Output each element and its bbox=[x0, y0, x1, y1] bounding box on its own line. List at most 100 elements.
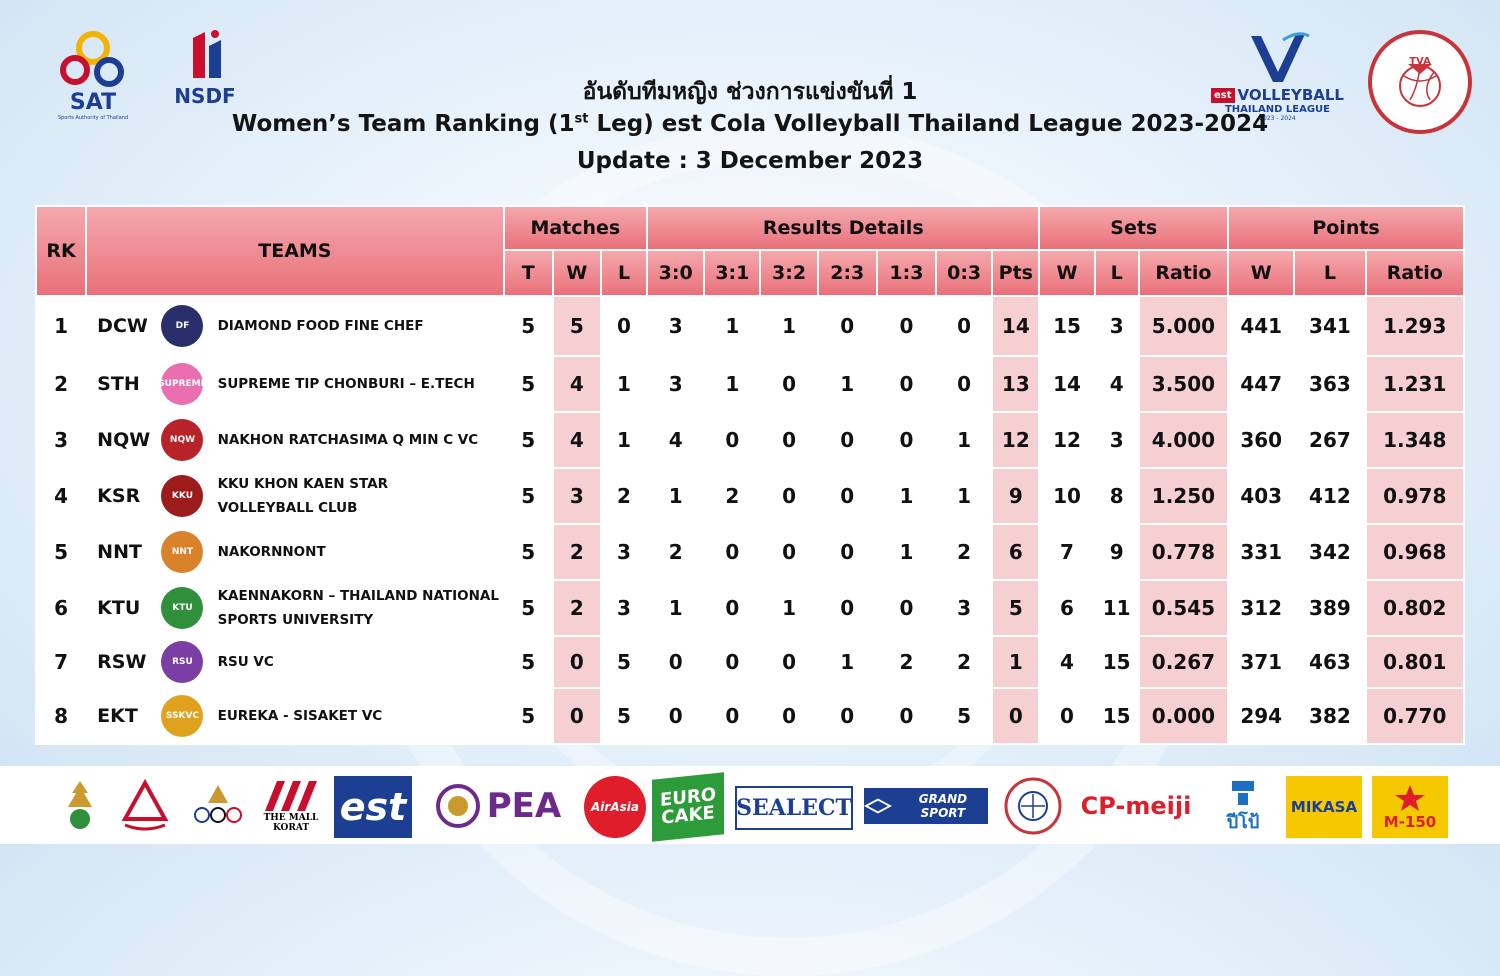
header-rk: RK bbox=[34, 205, 88, 297]
points-cell: 9 bbox=[991, 467, 1041, 525]
result-3-0-cell: 1 bbox=[646, 467, 706, 525]
points-lost-cell: 341 bbox=[1293, 295, 1367, 357]
sets-ratio-cell: 5.000 bbox=[1137, 295, 1230, 357]
points-won-cell: 294 bbox=[1227, 687, 1296, 745]
sets-won-cell: 15 bbox=[1038, 295, 1096, 357]
tva-logo: TVA bbox=[1368, 30, 1472, 134]
matches-played-cell: 5 bbox=[502, 523, 554, 581]
team-logo-icon: KTU bbox=[161, 587, 204, 629]
sat-logo: SAT Sports Authority of Thailand bbox=[48, 28, 138, 128]
table-row: 5 NNT NNT NAKORNNONT 5 2 3 2 0 0 0 1 2 6 7 9 0.778 331 342… bbox=[34, 523, 1466, 581]
subheader-t: T bbox=[502, 249, 554, 297]
result-3-2-cell: 0 bbox=[759, 411, 819, 469]
header-teams: TEAMS bbox=[85, 205, 505, 297]
team-name-cell: EUREKA - SISAKET VC bbox=[211, 687, 505, 745]
table-row: 2 STH SUPREME SUPREME TIP CHONBURI – E.TECH… bbox=[34, 355, 1466, 413]
team-logo-cell: SUPREME bbox=[151, 355, 214, 413]
sets-ratio-cell: 0.000 bbox=[1137, 687, 1230, 745]
tva-logo-text: TVA bbox=[1409, 56, 1431, 67]
team-name-cell: KAENNAKORN – THAILAND NATIONAL SPORTS UNI… bbox=[211, 579, 505, 637]
grand-sport-logo: GRAND SPORT bbox=[864, 788, 988, 824]
header-points: Points bbox=[1227, 205, 1465, 251]
pea-emblem-icon bbox=[435, 784, 480, 828]
points-cell: 1 bbox=[991, 635, 1041, 689]
points-ratio-cell: 0.978 bbox=[1364, 467, 1466, 525]
header-matches: Matches bbox=[502, 205, 649, 251]
matches-played-cell: 5 bbox=[502, 635, 554, 689]
result-2-3-cell: 0 bbox=[816, 467, 878, 525]
sponsor-footer: THE MALL KORAT est PEA AirAsia EURO CAKE… bbox=[0, 766, 1500, 844]
subheader-sets-ratio: Ratio bbox=[1137, 249, 1230, 297]
matches-won-cell: 0 bbox=[551, 635, 602, 689]
team-code-cell: EKT bbox=[85, 687, 154, 745]
points-ratio-cell: 1.231 bbox=[1364, 355, 1466, 413]
points-ratio-cell: 1.293 bbox=[1364, 295, 1466, 357]
team-logo-cell: NQW bbox=[151, 411, 214, 469]
rank-cell: 7 bbox=[34, 635, 88, 689]
vitamin-water-logo: ปีโป้ bbox=[1210, 776, 1276, 836]
result-3-0-cell: 0 bbox=[646, 687, 706, 745]
team-name-cell: SUPREME TIP CHONBURI – E.TECH bbox=[211, 355, 505, 413]
result-3-1-cell: 0 bbox=[703, 635, 762, 689]
matches-won-cell: 0 bbox=[551, 687, 602, 745]
result-3-0-cell: 4 bbox=[646, 411, 706, 469]
points-cell: 5 bbox=[991, 579, 1041, 637]
result-3-2-cell: 0 bbox=[759, 467, 819, 525]
sets-ratio-cell: 0.267 bbox=[1137, 635, 1230, 689]
sets-won-cell: 0 bbox=[1038, 687, 1096, 745]
header-sets: Sets bbox=[1038, 205, 1230, 251]
table-row: 3 NQW NQW NAKHON RATCHASIMA Q MIN C VC 5 4 1 4 0… bbox=[34, 411, 1466, 469]
sat-emblem-icon bbox=[60, 31, 124, 87]
team-name-cell: KKU KHON KAEN STAR VOLLEYBALL CLUB bbox=[211, 467, 505, 525]
result-3-0-cell: 3 bbox=[646, 355, 706, 413]
points-won-cell: 403 bbox=[1227, 467, 1296, 525]
points-ratio-cell: 1.348 bbox=[1364, 411, 1466, 469]
table-row: 6 KTU KTU KAENNAKORN – THAILAND NATIONAL SPO… bbox=[34, 579, 1466, 637]
cp-meiji-logo: CP-meiji bbox=[1074, 776, 1198, 836]
result-0-3-cell: 1 bbox=[935, 467, 994, 525]
sets-ratio-cell: 4.000 bbox=[1137, 411, 1230, 469]
result-3-2-cell: 1 bbox=[759, 295, 819, 357]
subheader-2-3: 2:3 bbox=[816, 249, 878, 297]
subheader-points-l: L bbox=[1293, 249, 1367, 297]
result-3-0-cell: 3 bbox=[646, 295, 706, 357]
sets-lost-cell: 3 bbox=[1093, 411, 1140, 469]
points-ratio-cell: 0.770 bbox=[1364, 687, 1466, 745]
result-2-3-cell: 0 bbox=[816, 579, 878, 637]
team-name-line1: NAKORNNONT bbox=[217, 544, 326, 560]
sets-lost-cell: 9 bbox=[1093, 523, 1140, 581]
team-code-cell: NQW bbox=[85, 411, 154, 469]
royal-emblem-logo bbox=[55, 776, 105, 836]
result-1-3-cell: 1 bbox=[875, 523, 938, 581]
sets-lost-cell: 15 bbox=[1093, 687, 1140, 745]
matches-played-cell: 5 bbox=[502, 295, 554, 357]
est-cola-text: est bbox=[339, 785, 407, 829]
subheader-1-3: 1:3 bbox=[875, 249, 938, 297]
sets-ratio-cell: 0.778 bbox=[1137, 523, 1230, 581]
matches-won-cell: 2 bbox=[551, 579, 602, 637]
sets-won-cell: 6 bbox=[1038, 579, 1096, 637]
rank-cell: 1 bbox=[34, 295, 88, 357]
sets-ratio-cell: 1.250 bbox=[1137, 467, 1230, 525]
matches-lost-cell: 5 bbox=[599, 635, 649, 689]
rank-cell: 4 bbox=[34, 467, 88, 525]
table-row: 4 KSR KKU KKU KHON KAEN STAR VOLLEYBALL CLUB… bbox=[34, 467, 1466, 525]
matches-won-cell: 2 bbox=[551, 523, 602, 581]
result-3-1-cell: 2 bbox=[703, 467, 762, 525]
result-2-3-cell: 0 bbox=[816, 411, 878, 469]
sealect-text: SEALECT bbox=[736, 795, 852, 821]
result-1-3-cell: 1 bbox=[875, 467, 938, 525]
subheader-points-w: W bbox=[1227, 249, 1296, 297]
the-mall-icon bbox=[265, 781, 317, 811]
table-header-row: RK TEAMS Matches Results Details Sets Po… bbox=[34, 205, 1465, 297]
nsdf-logo: NSDF bbox=[160, 28, 250, 128]
result-1-3-cell: 0 bbox=[875, 579, 938, 637]
sets-won-cell: 14 bbox=[1038, 355, 1096, 413]
pea-text: PEA bbox=[486, 786, 562, 826]
nsdf-emblem-icon bbox=[193, 30, 221, 78]
result-3-2-cell: 0 bbox=[759, 687, 819, 745]
result-3-1-cell: 0 bbox=[703, 411, 762, 469]
points-cell: 0 bbox=[991, 687, 1041, 745]
team-logo-icon: DF bbox=[161, 305, 204, 347]
euro-cake-text: EURO CAKE bbox=[659, 784, 717, 829]
